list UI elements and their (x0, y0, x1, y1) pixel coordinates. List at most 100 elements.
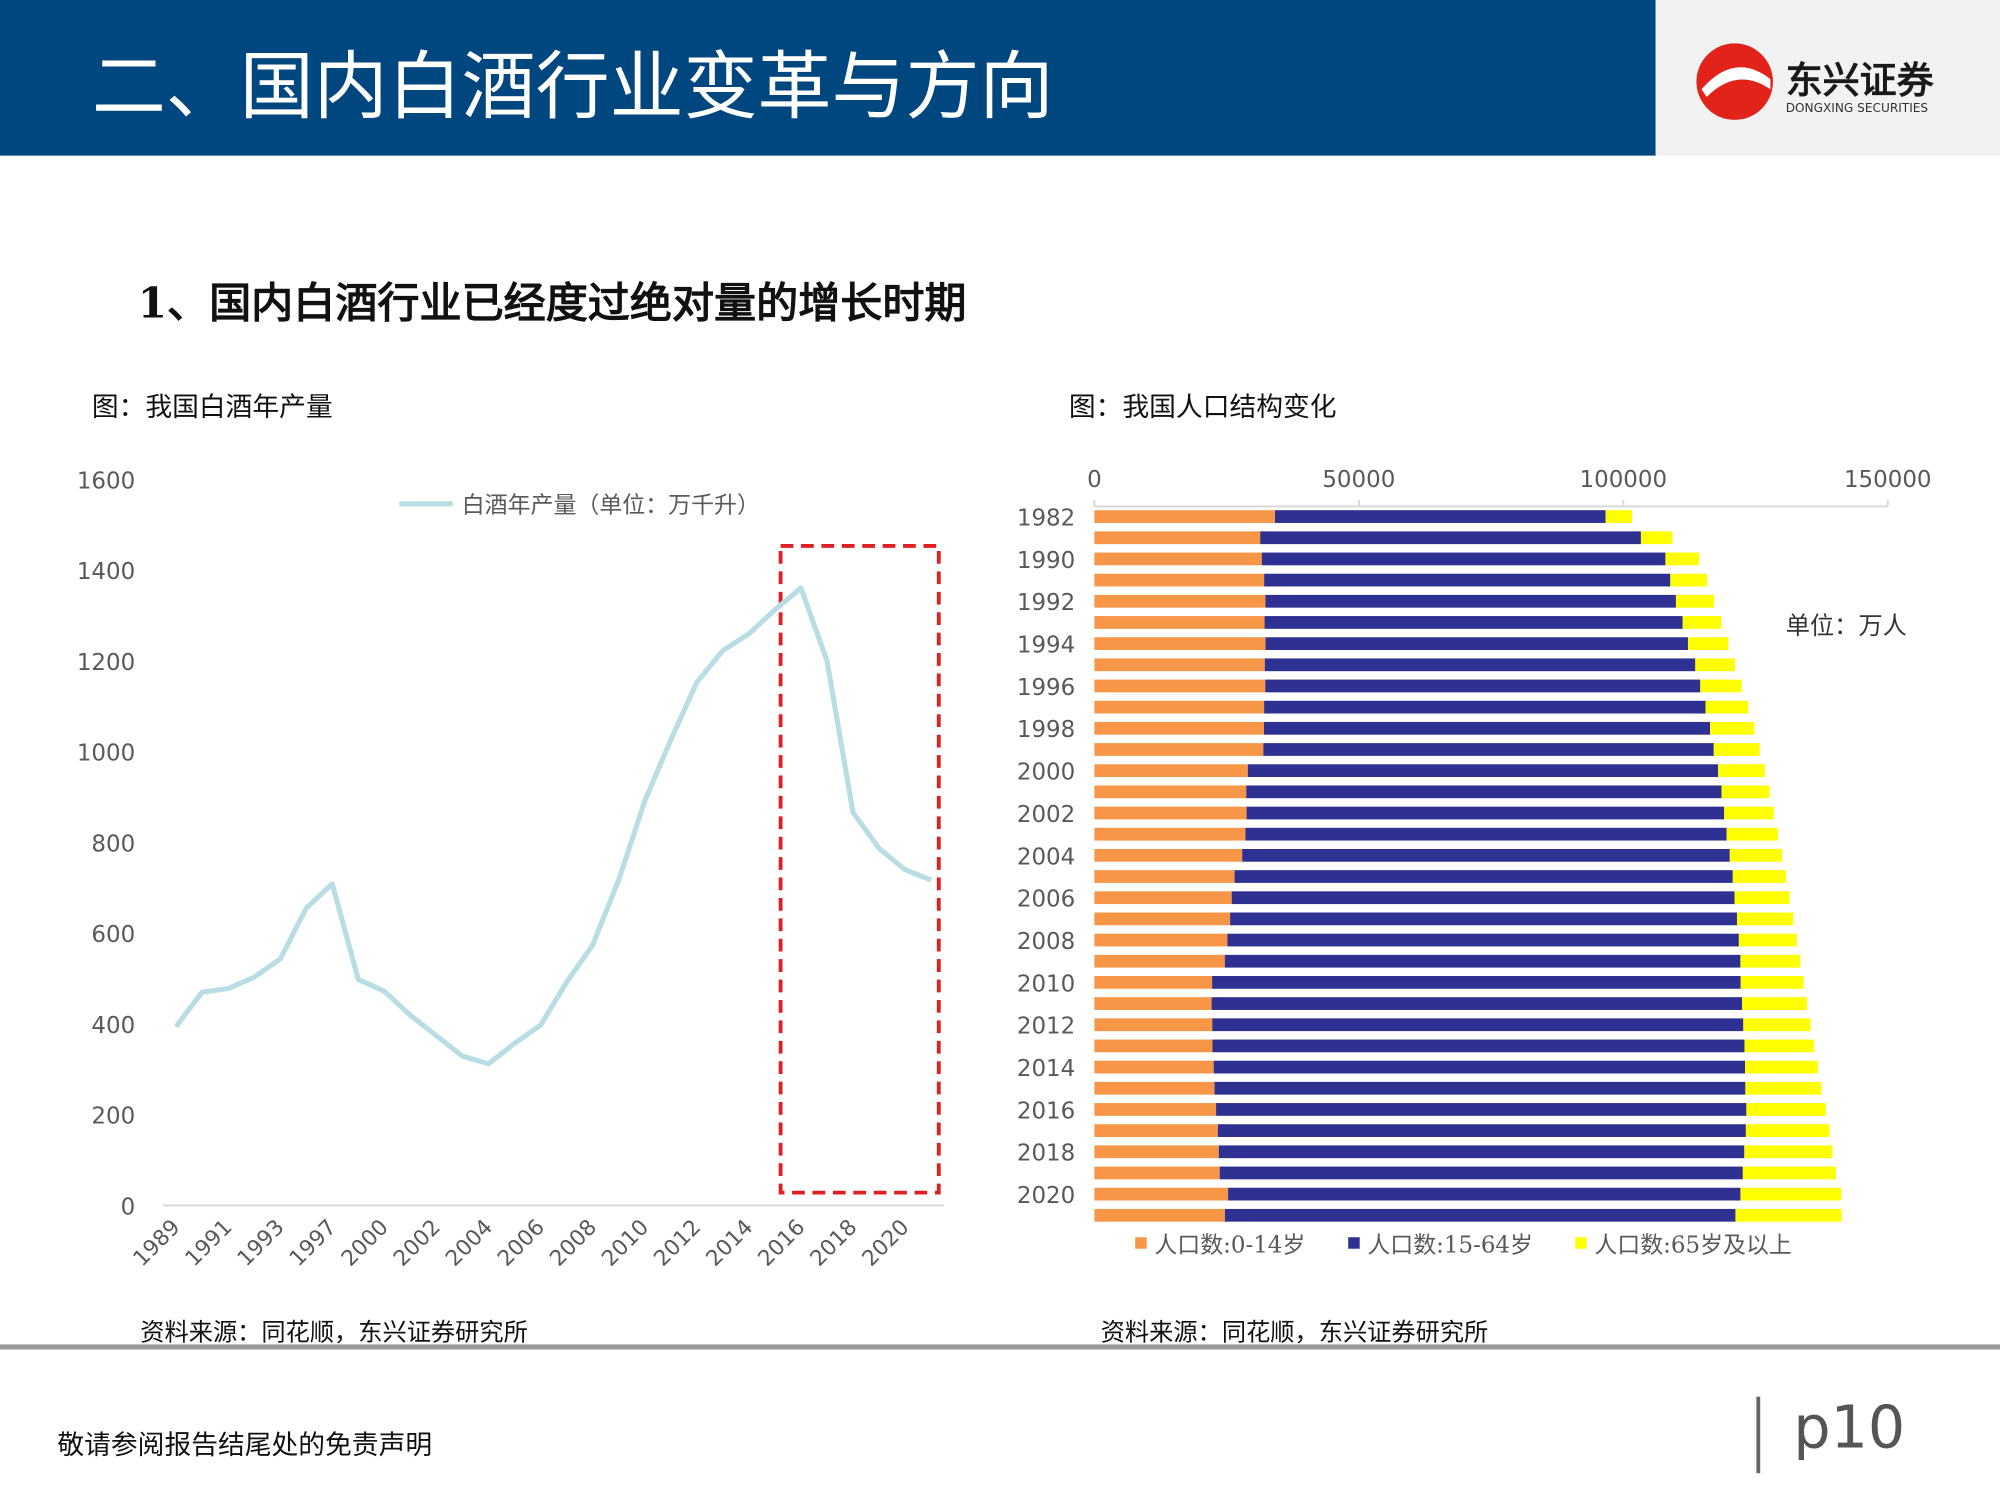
y-tick-label: 2014 (1017, 1056, 1075, 1082)
y-tick-label: 1200 (77, 650, 135, 676)
bar-segment (1734, 891, 1790, 905)
bar-segment (1705, 700, 1749, 714)
y-tick-label: 2018 (1017, 1141, 1075, 1167)
bar-segment (1094, 785, 1247, 799)
bar-segment (1264, 700, 1706, 714)
bar-segment (1094, 552, 1262, 566)
bar-segment (1665, 552, 1700, 566)
bar-segment (1214, 1081, 1746, 1095)
bar-segment (1736, 912, 1794, 926)
legend-label: 白酒年产量（单位：万千升） (462, 493, 760, 519)
bar-segment (1670, 573, 1707, 587)
bar-segment (1094, 658, 1265, 672)
bar-segment (1094, 870, 1235, 883)
legend-swatch (1575, 1237, 1587, 1249)
x-tick-label: 1993 (233, 1215, 290, 1272)
bar-segment (1265, 594, 1676, 608)
bar-segment (1740, 954, 1801, 968)
bar-segment (1245, 827, 1727, 841)
y-tick-label: 1996 (1017, 675, 1075, 701)
bar-segment (1263, 743, 1714, 756)
bar-segment (1212, 976, 1741, 989)
bar-segment (1742, 1166, 1836, 1180)
y-tick-label: 1994 (1017, 633, 1075, 659)
x-tick-label: 50000 (1322, 467, 1395, 493)
bar-segment (1094, 1187, 1229, 1201)
bar-segment (1094, 721, 1264, 735)
bar-segment (1094, 531, 1261, 545)
bar-segment (1260, 531, 1641, 545)
bar-segment (1745, 1081, 1822, 1095)
legend-label: 人口数:0-14岁 (1154, 1233, 1305, 1259)
x-tick-label: 2008 (545, 1215, 602, 1272)
bar-segment (1224, 1208, 1736, 1222)
footer-rule (0, 1344, 2000, 1350)
bar-segment (1213, 1060, 1746, 1074)
bar-segment (1234, 870, 1733, 883)
y-tick-label: 2006 (1017, 887, 1075, 913)
chart-title: 图：我国白酒年产量 (92, 392, 333, 423)
legend-label: 人口数:65岁及以上 (1594, 1233, 1791, 1259)
bar-segment (1216, 1103, 1747, 1116)
y-tick-label: 1992 (1017, 590, 1075, 616)
bar-segment (1264, 658, 1696, 672)
bar-segment (1094, 1060, 1214, 1074)
bar-segment (1265, 637, 1688, 650)
y-tick-label: 2020 (1017, 1183, 1075, 1209)
bar-segment (1261, 552, 1666, 566)
logo-swoosh (1701, 67, 1771, 97)
disclaimer: 敬请参阅报告结尾处的免责声明 (57, 1430, 432, 1461)
bar-segment (1094, 700, 1265, 714)
y-tick-label: 2016 (1017, 1098, 1075, 1124)
bar-segment (1212, 1039, 1745, 1053)
x-tick-label: 2012 (649, 1215, 706, 1272)
y-tick-label: 2002 (1017, 802, 1075, 828)
legend-swatch (1348, 1237, 1360, 1249)
bar-segment (1246, 806, 1725, 820)
bar-segment (1743, 1018, 1811, 1032)
x-tick-label: 2018 (806, 1215, 863, 1272)
bar-segment (1094, 573, 1265, 587)
bar-segment (1695, 658, 1736, 672)
bar-segment (1746, 1103, 1826, 1116)
y-tick-label: 2008 (1017, 929, 1075, 955)
bar-segment (1246, 785, 1722, 799)
bar-segment (1094, 1166, 1220, 1180)
bar-segment (1230, 912, 1737, 926)
bar-segment (1224, 954, 1741, 968)
bar-segment (1094, 954, 1225, 968)
bar-segment (1718, 764, 1765, 778)
bar-segment (1094, 616, 1265, 629)
bar-segment (1740, 976, 1804, 989)
x-tick-label: 2006 (493, 1215, 550, 1272)
chart-title: 图：我国人口结构变化 (1069, 392, 1337, 423)
bar-segment (1738, 933, 1797, 947)
bar-segment (1094, 510, 1275, 523)
y-tick-label: 1000 (77, 741, 135, 767)
x-tick-label: 2010 (597, 1215, 654, 1272)
header-band (0, 0, 1656, 156)
bar-segment (1724, 806, 1774, 820)
bar-segment (1721, 785, 1770, 799)
bar-segment (1094, 827, 1246, 841)
legend-label: 人口数:15-64岁 (1367, 1233, 1533, 1259)
logo-subtext: DONGXING SECURITIES (1786, 101, 1929, 115)
bar-segment (1264, 616, 1683, 629)
y-tick-label: 1982 (1017, 506, 1075, 532)
logo-mark (1696, 43, 1773, 120)
bar-segment (1094, 1039, 1213, 1053)
x-tick-label: 2016 (754, 1215, 811, 1272)
bar-segment (1219, 1166, 1743, 1180)
y-tick-label: 2004 (1017, 844, 1075, 870)
bar-segment (1094, 743, 1264, 756)
y-tick-label: 1400 (77, 559, 135, 585)
bar-segment (1745, 1060, 1818, 1074)
bar-segment (1742, 997, 1808, 1010)
bar-segment (1227, 933, 1739, 947)
bar-segment (1094, 1124, 1218, 1137)
page-number: p10 (1793, 1394, 1905, 1462)
x-tick-label: 2014 (702, 1215, 759, 1272)
bar-segment (1094, 1103, 1217, 1116)
bar-segment (1231, 891, 1735, 905)
bar-segment (1094, 933, 1228, 947)
